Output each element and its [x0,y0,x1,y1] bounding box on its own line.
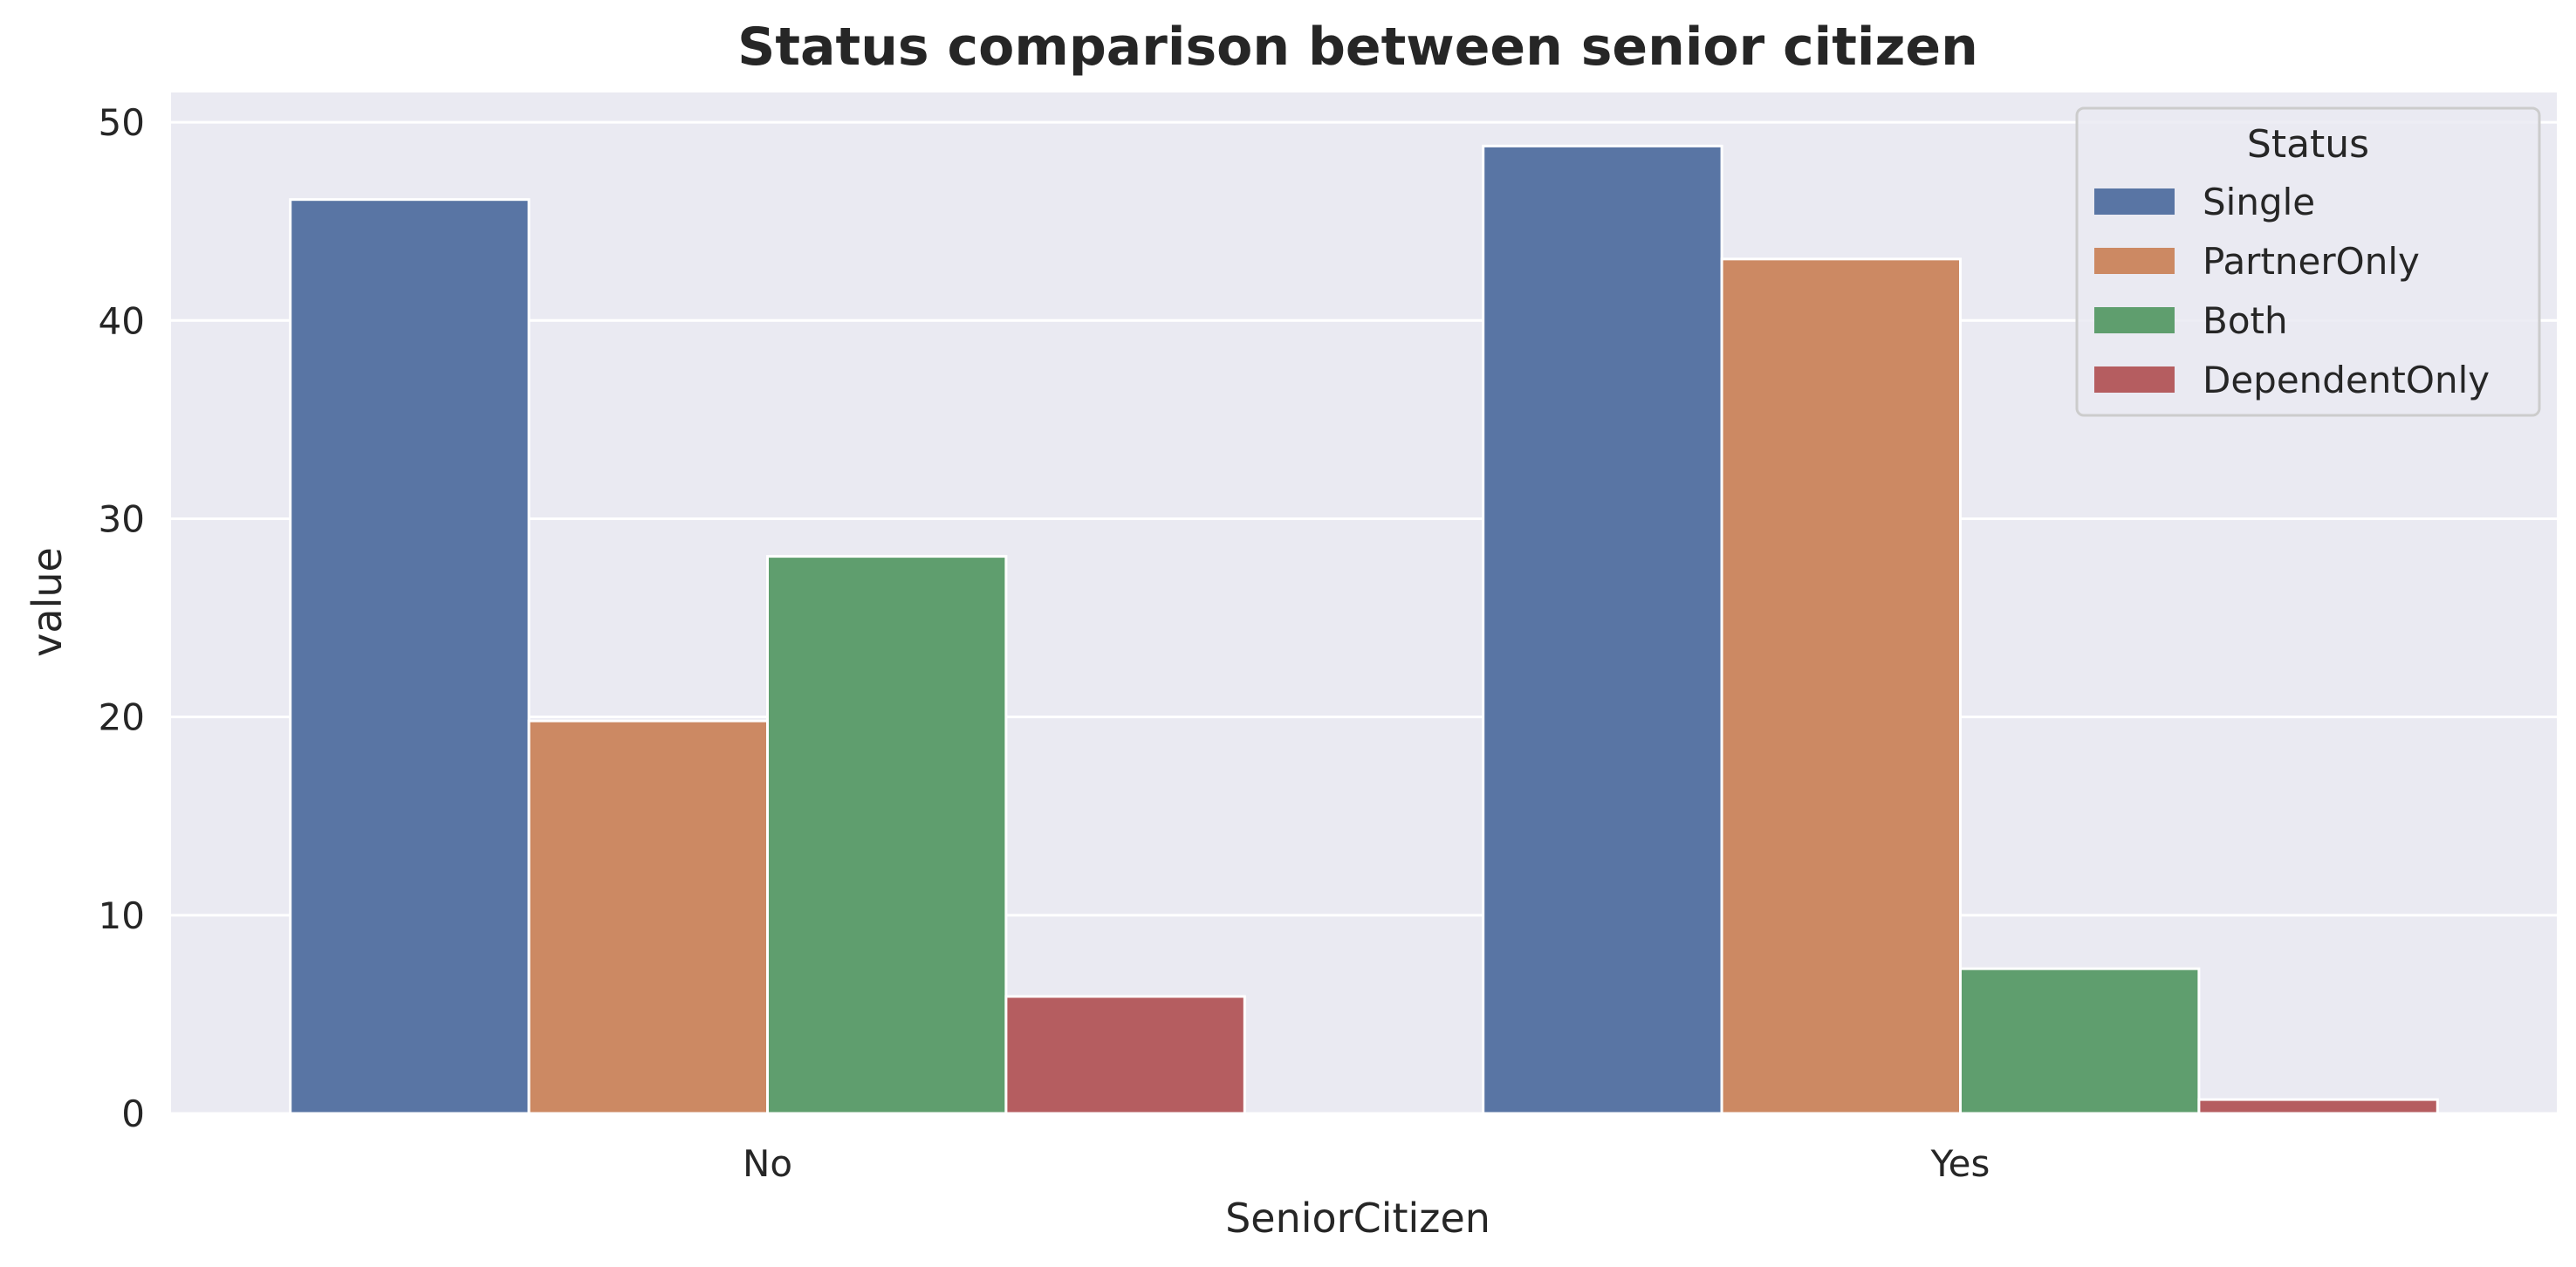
y-tick-label: 0 [121,1092,145,1135]
x-tick-label-no: No [743,1142,792,1185]
legend-label-single: Single [2203,181,2315,223]
legend-label-dependentonly: DependentOnly [2203,359,2490,401]
legend-swatch-single [2094,188,2175,215]
x-axis-label: SeniorCitizen [1225,1195,1490,1242]
bars [289,144,2439,1115]
bar-single-yes [1482,144,1723,1115]
bar-dependentonly-yes [2197,1098,2439,1115]
bar-both-yes [1959,967,2201,1115]
legend-title: Status [2247,122,2369,167]
legend-swatch-both [2094,307,2175,333]
legend-label-both: Both [2203,299,2288,342]
legend-swatch-partneronly [2094,248,2175,274]
y-tick-label: 10 [99,894,145,937]
bar-dependentonly-no [1004,995,1246,1115]
bar-partneronly-no [527,719,769,1115]
legend: Status Single PartnerOnly Both DependentOnl… [2075,106,2541,417]
legend-swatch-dependentonly [2094,366,2175,393]
legend-label-partneronly: PartnerOnly [2203,240,2420,283]
y-tick-label: 20 [99,696,145,739]
x-tick-label-yes: Yes [1930,1142,1990,1185]
bar-single-no [289,198,531,1115]
bar-both-no [766,555,1008,1115]
chart-title: Status comparison between senior citizen [737,17,1978,78]
legend-box [2075,106,2541,417]
y-tick-label: 40 [99,299,145,342]
bar-partneronly-yes [1720,257,1962,1115]
y-tick-label: 30 [99,497,145,540]
x-axis-ticks: No Yes [743,1142,1990,1185]
y-axis-label: value [24,547,71,657]
y-axis-ticks: 0 10 20 30 40 50 [99,101,145,1135]
y-tick-label: 50 [99,101,145,144]
